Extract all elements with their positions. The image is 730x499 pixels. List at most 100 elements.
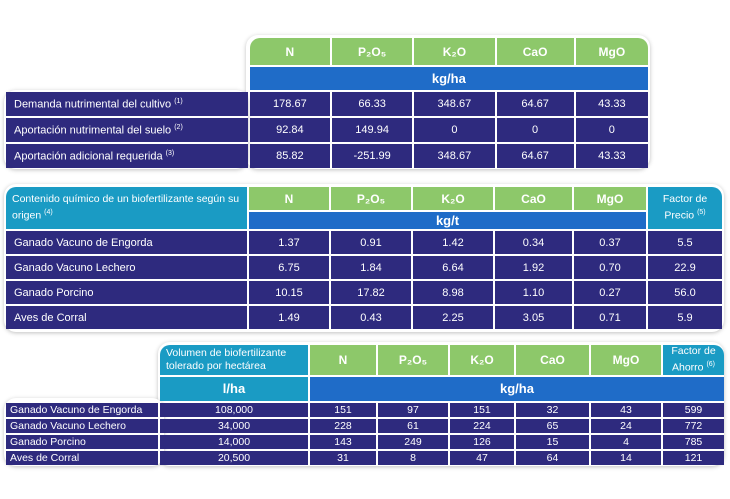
value-p2o5: 97 [378, 402, 448, 417]
row-label: Ganado Vacuno Lechero [6, 418, 158, 433]
col-k2o: K₂O [413, 187, 493, 210]
value-cao: 15 [516, 434, 589, 449]
value-p2o5: 17.82 [331, 281, 411, 304]
value-cao: 65 [516, 418, 589, 433]
footnote: (1) [174, 97, 183, 105]
value-p2o5: -251.99 [332, 144, 413, 168]
col-n: N [310, 345, 376, 375]
value-cao: 0.34 [495, 231, 572, 254]
col-mgo: MgO [591, 345, 661, 375]
value-cao: 1.10 [495, 281, 572, 304]
table-row: Demanda nutrimental del cultivo (1) 178.6… [6, 92, 648, 116]
value-n: 178.67 [249, 92, 330, 116]
value-k2o: 151 [450, 402, 514, 417]
value-n: 228 [310, 418, 376, 433]
savings-factor: 772 [663, 418, 724, 433]
value-mgo: 43.33 [575, 144, 648, 168]
value-n: 151 [310, 402, 376, 417]
value-cao: 64.67 [496, 144, 574, 168]
volume-header: Volumen de biofertilizante tolerado por … [160, 345, 308, 375]
unit-header: kg/ha [310, 376, 724, 401]
footnote: (2) [174, 123, 183, 131]
price-factor: 5.5 [648, 231, 722, 254]
row-label: Demanda nutrimental del cultivo (1) [6, 92, 248, 116]
value-n: 1.37 [249, 231, 329, 254]
savings-table: Volumen de biofertilizante tolerado por … [4, 343, 726, 467]
value-cao: 1.92 [495, 256, 572, 279]
value-k2o: 1.42 [413, 231, 493, 254]
value-p2o5: 249 [378, 434, 448, 449]
col-cao: CaO [495, 187, 572, 210]
value-n: 92.84 [249, 118, 330, 142]
row-label: Ganado Vacuno de Engorda [6, 402, 158, 417]
col-mgo: MgO [575, 38, 648, 65]
table-row: Aportación adicional requerida (3) 85.82-… [6, 144, 648, 168]
value-mgo: 0 [575, 118, 648, 142]
volume-value: 20,500 [160, 450, 308, 465]
row-label-text: Aportación nutrimental del suelo [14, 124, 172, 137]
col-p2o5: P₂O₅ [331, 187, 411, 210]
value-p2o5: 0.43 [331, 306, 411, 329]
value-n: 31 [310, 450, 376, 465]
volume-value: 34,000 [160, 418, 308, 433]
value-mgo: 14 [591, 450, 661, 465]
table-row: Ganado Porcino 10.15 17.82 8.98 1.10 0.27 56.0 [6, 281, 722, 304]
value-mgo: 0.71 [574, 306, 646, 329]
volume-unit: l/ha [160, 376, 308, 401]
value-mgo: 0.37 [574, 231, 646, 254]
value-mgo: 0.27 [574, 281, 646, 304]
table-row: Aves de Corral 20,500 31 8 47 64 14 121 [6, 450, 724, 465]
value-k2o: 0 [414, 118, 495, 142]
value-k2o: 126 [450, 434, 514, 449]
col-k2o: K₂O [450, 345, 514, 375]
savings-factor: 785 [663, 434, 724, 449]
value-cao: 0 [496, 118, 574, 142]
value-cao: 3.05 [495, 306, 572, 329]
col-p2o5: P₂O₅ [332, 38, 413, 65]
row-label: Ganado Vacuno Lechero [6, 256, 247, 279]
price-factor: 22.9 [648, 256, 722, 279]
origin-header: Contenido químico de un biofertilizante … [6, 187, 247, 229]
col-mgo: MgO [574, 187, 646, 210]
col-n: N [249, 38, 330, 65]
col-k2o: K₂O [414, 38, 495, 65]
table-row: Ganado Vacuno de Engorda 1.37 0.91 1.42 0.34… [6, 231, 722, 254]
nutrient-demand-table: N P₂O₅ K₂O CaO MgO kg/ha Demanda nutrime… [4, 36, 650, 170]
value-k2o: 47 [450, 450, 514, 465]
col-cao: CaO [516, 345, 589, 375]
value-mgo: 43.33 [575, 92, 648, 116]
volume-value: 14,000 [160, 434, 308, 449]
value-cao: 64 [516, 450, 589, 465]
row-label: Aportación nutrimental del suelo (2) [6, 118, 248, 142]
value-cao: 64.67 [496, 92, 574, 116]
row-label: Aves de Corral [6, 450, 158, 465]
row-label-text: Demanda nutrimental del cultivo [14, 98, 172, 111]
value-n: 6.75 [249, 256, 329, 279]
value-p2o5: 0.91 [331, 231, 411, 254]
value-n: 10.15 [249, 281, 329, 304]
price-factor: 5.9 [648, 306, 722, 329]
value-mgo: 4 [591, 434, 661, 449]
value-p2o5: 66.33 [332, 92, 413, 116]
row-label: Aves de Corral [6, 306, 247, 329]
value-mgo: 24 [591, 418, 661, 433]
value-k2o: 2.25 [413, 306, 493, 329]
row-label: Ganado Vacuno de Engorda [6, 231, 247, 254]
col-n: N [249, 187, 329, 210]
value-mgo: 0.70 [574, 256, 646, 279]
savings-factor: 121 [663, 450, 724, 465]
unit-header: kg/ha [249, 67, 648, 90]
footnote: (3) [165, 149, 175, 157]
value-n: 1.49 [249, 306, 329, 329]
col-p2o5: P₂O₅ [378, 345, 448, 375]
price-factor: 56.0 [648, 281, 722, 304]
row-label-text: Aportación adicional requerida [14, 150, 163, 163]
value-k2o: 6.64 [413, 256, 493, 279]
value-k2o: 224 [450, 418, 514, 433]
value-p2o5: 1.84 [331, 256, 411, 279]
value-n: 85.82 [249, 144, 330, 168]
value-mgo: 43 [591, 402, 661, 417]
table-row: Ganado Vacuno de Engorda 108,000 151 97 151 3… [6, 402, 724, 417]
savings-factor-header: Factor de Ahorro (6) [663, 345, 724, 375]
value-cao: 32 [516, 402, 589, 417]
